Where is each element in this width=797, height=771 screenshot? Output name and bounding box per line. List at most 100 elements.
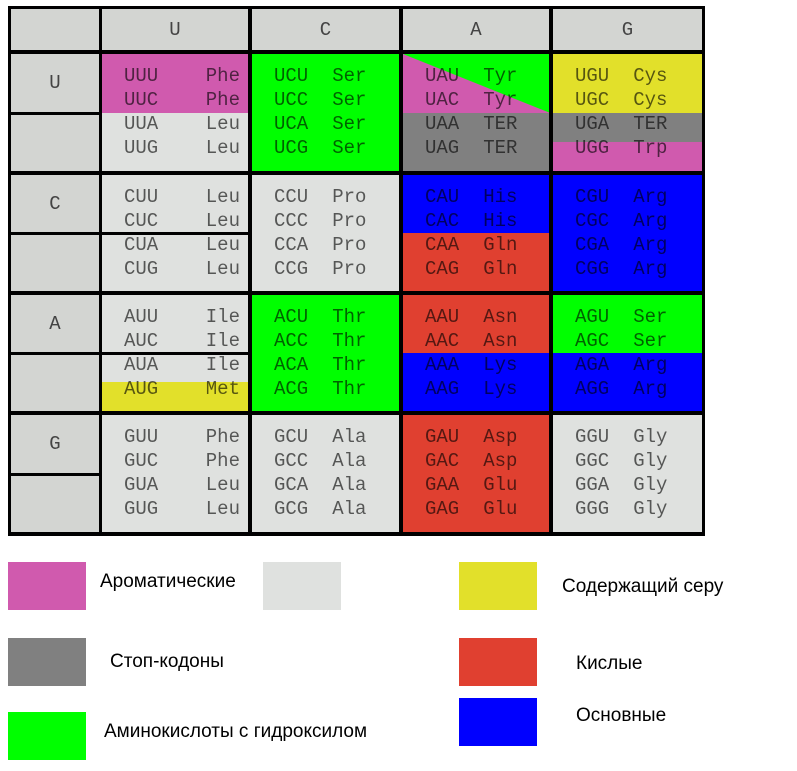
color-band bbox=[403, 353, 549, 383]
codon-row: CCA Pro bbox=[252, 233, 399, 257]
amino-acid-text: Thr bbox=[332, 306, 367, 328]
codon-text: UUC bbox=[124, 89, 159, 111]
codon-cell-GG: GGU Gly GGC Gly GGA Gly GGG Gly bbox=[553, 415, 702, 532]
codon-row: GCG Ala bbox=[252, 497, 399, 521]
codon-row: GAA Glu bbox=[403, 473, 549, 497]
codon-text: AAC bbox=[425, 330, 460, 352]
codon-cell-AG: AGU Ser AGC Ser AGA Arg AGG Arg bbox=[553, 295, 702, 411]
color-band bbox=[252, 204, 399, 234]
amino-acid-text: Ile bbox=[205, 354, 240, 376]
codon-row: UUG Leu bbox=[102, 136, 248, 160]
codon-text: CUU bbox=[124, 186, 159, 208]
codon-row: GGA Gly bbox=[553, 473, 702, 497]
color-band bbox=[553, 295, 702, 325]
codon-cell-UU: UUU Phe UUC Phe UUA Leu UUG Leu bbox=[102, 54, 248, 171]
codon-row: GAG Glu bbox=[403, 497, 549, 521]
codon-text: UGA bbox=[575, 113, 610, 135]
amino-acid-text: Ser bbox=[332, 89, 367, 111]
color-band bbox=[553, 382, 702, 411]
codon-text: AUA bbox=[124, 354, 159, 376]
amino-acid-text: Phe bbox=[205, 65, 240, 87]
color-band bbox=[252, 502, 399, 532]
amino-acid-text: Leu bbox=[205, 258, 240, 280]
amino-acid-text: Ala bbox=[332, 498, 367, 520]
codon-text: GAC bbox=[425, 450, 460, 472]
amino-acid-text: Met bbox=[205, 378, 240, 400]
codon-row: GCU Ala bbox=[252, 425, 399, 449]
codon-row: AGU Ser bbox=[553, 305, 702, 329]
amino-acid-text: Leu bbox=[205, 498, 240, 520]
color-band bbox=[252, 382, 399, 411]
codon-cell-AC: ACU Thr ACC Thr ACA Thr ACG Thr bbox=[252, 295, 399, 411]
color-band bbox=[553, 415, 702, 446]
color-band bbox=[252, 54, 399, 85]
codon-row: ACA Thr bbox=[252, 353, 399, 377]
codon-text: GGG bbox=[575, 498, 610, 520]
color-band bbox=[403, 382, 549, 411]
amino-acid-text: TER bbox=[483, 137, 518, 159]
amino-acid-text: TER bbox=[633, 113, 668, 135]
amino-acid-text: Cys bbox=[633, 89, 668, 111]
color-band bbox=[553, 502, 702, 532]
legend-label-aromatic: Ароматические bbox=[100, 571, 236, 592]
codon-text: GAA bbox=[425, 474, 460, 496]
codon-text: UUG bbox=[124, 137, 159, 159]
amino-acid-text: Lys bbox=[483, 354, 518, 376]
codon-row: CAG Gln bbox=[403, 257, 549, 281]
color-band bbox=[252, 262, 399, 291]
color-band bbox=[252, 141, 399, 171]
cell-divider bbox=[102, 352, 248, 355]
codon-row: UUC Phe bbox=[102, 88, 248, 112]
color-band bbox=[403, 112, 549, 143]
amino-acid-text: Pro bbox=[332, 210, 367, 232]
codon-row: AAC Asn bbox=[403, 329, 549, 353]
codon-text: GUA bbox=[124, 474, 159, 496]
codon-cell-UG: UGU Cys UGC Cys UGA TER UGG Trp bbox=[553, 54, 702, 171]
codon-cell-UC: UCU Ser UCC Ser UCA Ser UCG Ser bbox=[252, 54, 399, 171]
amino-acid-text: Gly bbox=[633, 450, 668, 472]
amino-acid-text: Leu bbox=[205, 234, 240, 256]
codon-text: GUU bbox=[124, 426, 159, 448]
amino-acid-text: Pro bbox=[332, 186, 367, 208]
color-band bbox=[553, 83, 702, 114]
codon-text: AUU bbox=[124, 306, 159, 328]
color-band bbox=[553, 141, 702, 171]
amino-acid-text: Tyr bbox=[483, 89, 518, 111]
codon-row: AUU Ile bbox=[102, 305, 248, 329]
amino-acid-text: Ser bbox=[633, 330, 668, 352]
color-band bbox=[102, 262, 248, 291]
codon-row: CAU His bbox=[403, 185, 549, 209]
row-header-blank bbox=[11, 355, 99, 411]
codon-text: CAU bbox=[425, 186, 460, 208]
color-band bbox=[403, 295, 549, 325]
amino-acid-text: Thr bbox=[332, 330, 367, 352]
codon-text: GCU bbox=[274, 426, 309, 448]
codon-text: UAU bbox=[425, 65, 460, 87]
codon-text: CGG bbox=[575, 258, 610, 280]
color-band bbox=[553, 112, 702, 143]
codon-text: UUU bbox=[124, 65, 159, 87]
color-band bbox=[252, 444, 399, 475]
amino-acid-text: Leu bbox=[205, 186, 240, 208]
color-band bbox=[252, 415, 399, 446]
color-band bbox=[553, 54, 702, 85]
color-band bbox=[102, 415, 248, 446]
codon-text: UCG bbox=[274, 137, 309, 159]
codon-text: UCC bbox=[274, 89, 309, 111]
codon-row: CGA Arg bbox=[553, 233, 702, 257]
amino-acid-text: Asn bbox=[483, 330, 518, 352]
amino-acid-text: Leu bbox=[205, 137, 240, 159]
codon-row: GGU Gly bbox=[553, 425, 702, 449]
color-band bbox=[403, 324, 549, 354]
legend-label-sulfur: Содержащий серу bbox=[562, 576, 724, 597]
codon-text: CCG bbox=[274, 258, 309, 280]
codon-table: U C A G U UUU Phe UUC Phe UUA Leu UUG Leu UCU Ser UCC Se… bbox=[8, 6, 705, 536]
codon-text: GCC bbox=[274, 450, 309, 472]
color-band bbox=[403, 473, 549, 504]
codon-text: GGC bbox=[575, 450, 610, 472]
color-band bbox=[102, 382, 248, 411]
codon-cell-AA: AAU Asn AAC Asn AAA Lys AAG Lys bbox=[403, 295, 549, 411]
codon-text: UGC bbox=[575, 89, 610, 111]
codon-row: GAU Asp bbox=[403, 425, 549, 449]
color-band bbox=[553, 353, 702, 383]
